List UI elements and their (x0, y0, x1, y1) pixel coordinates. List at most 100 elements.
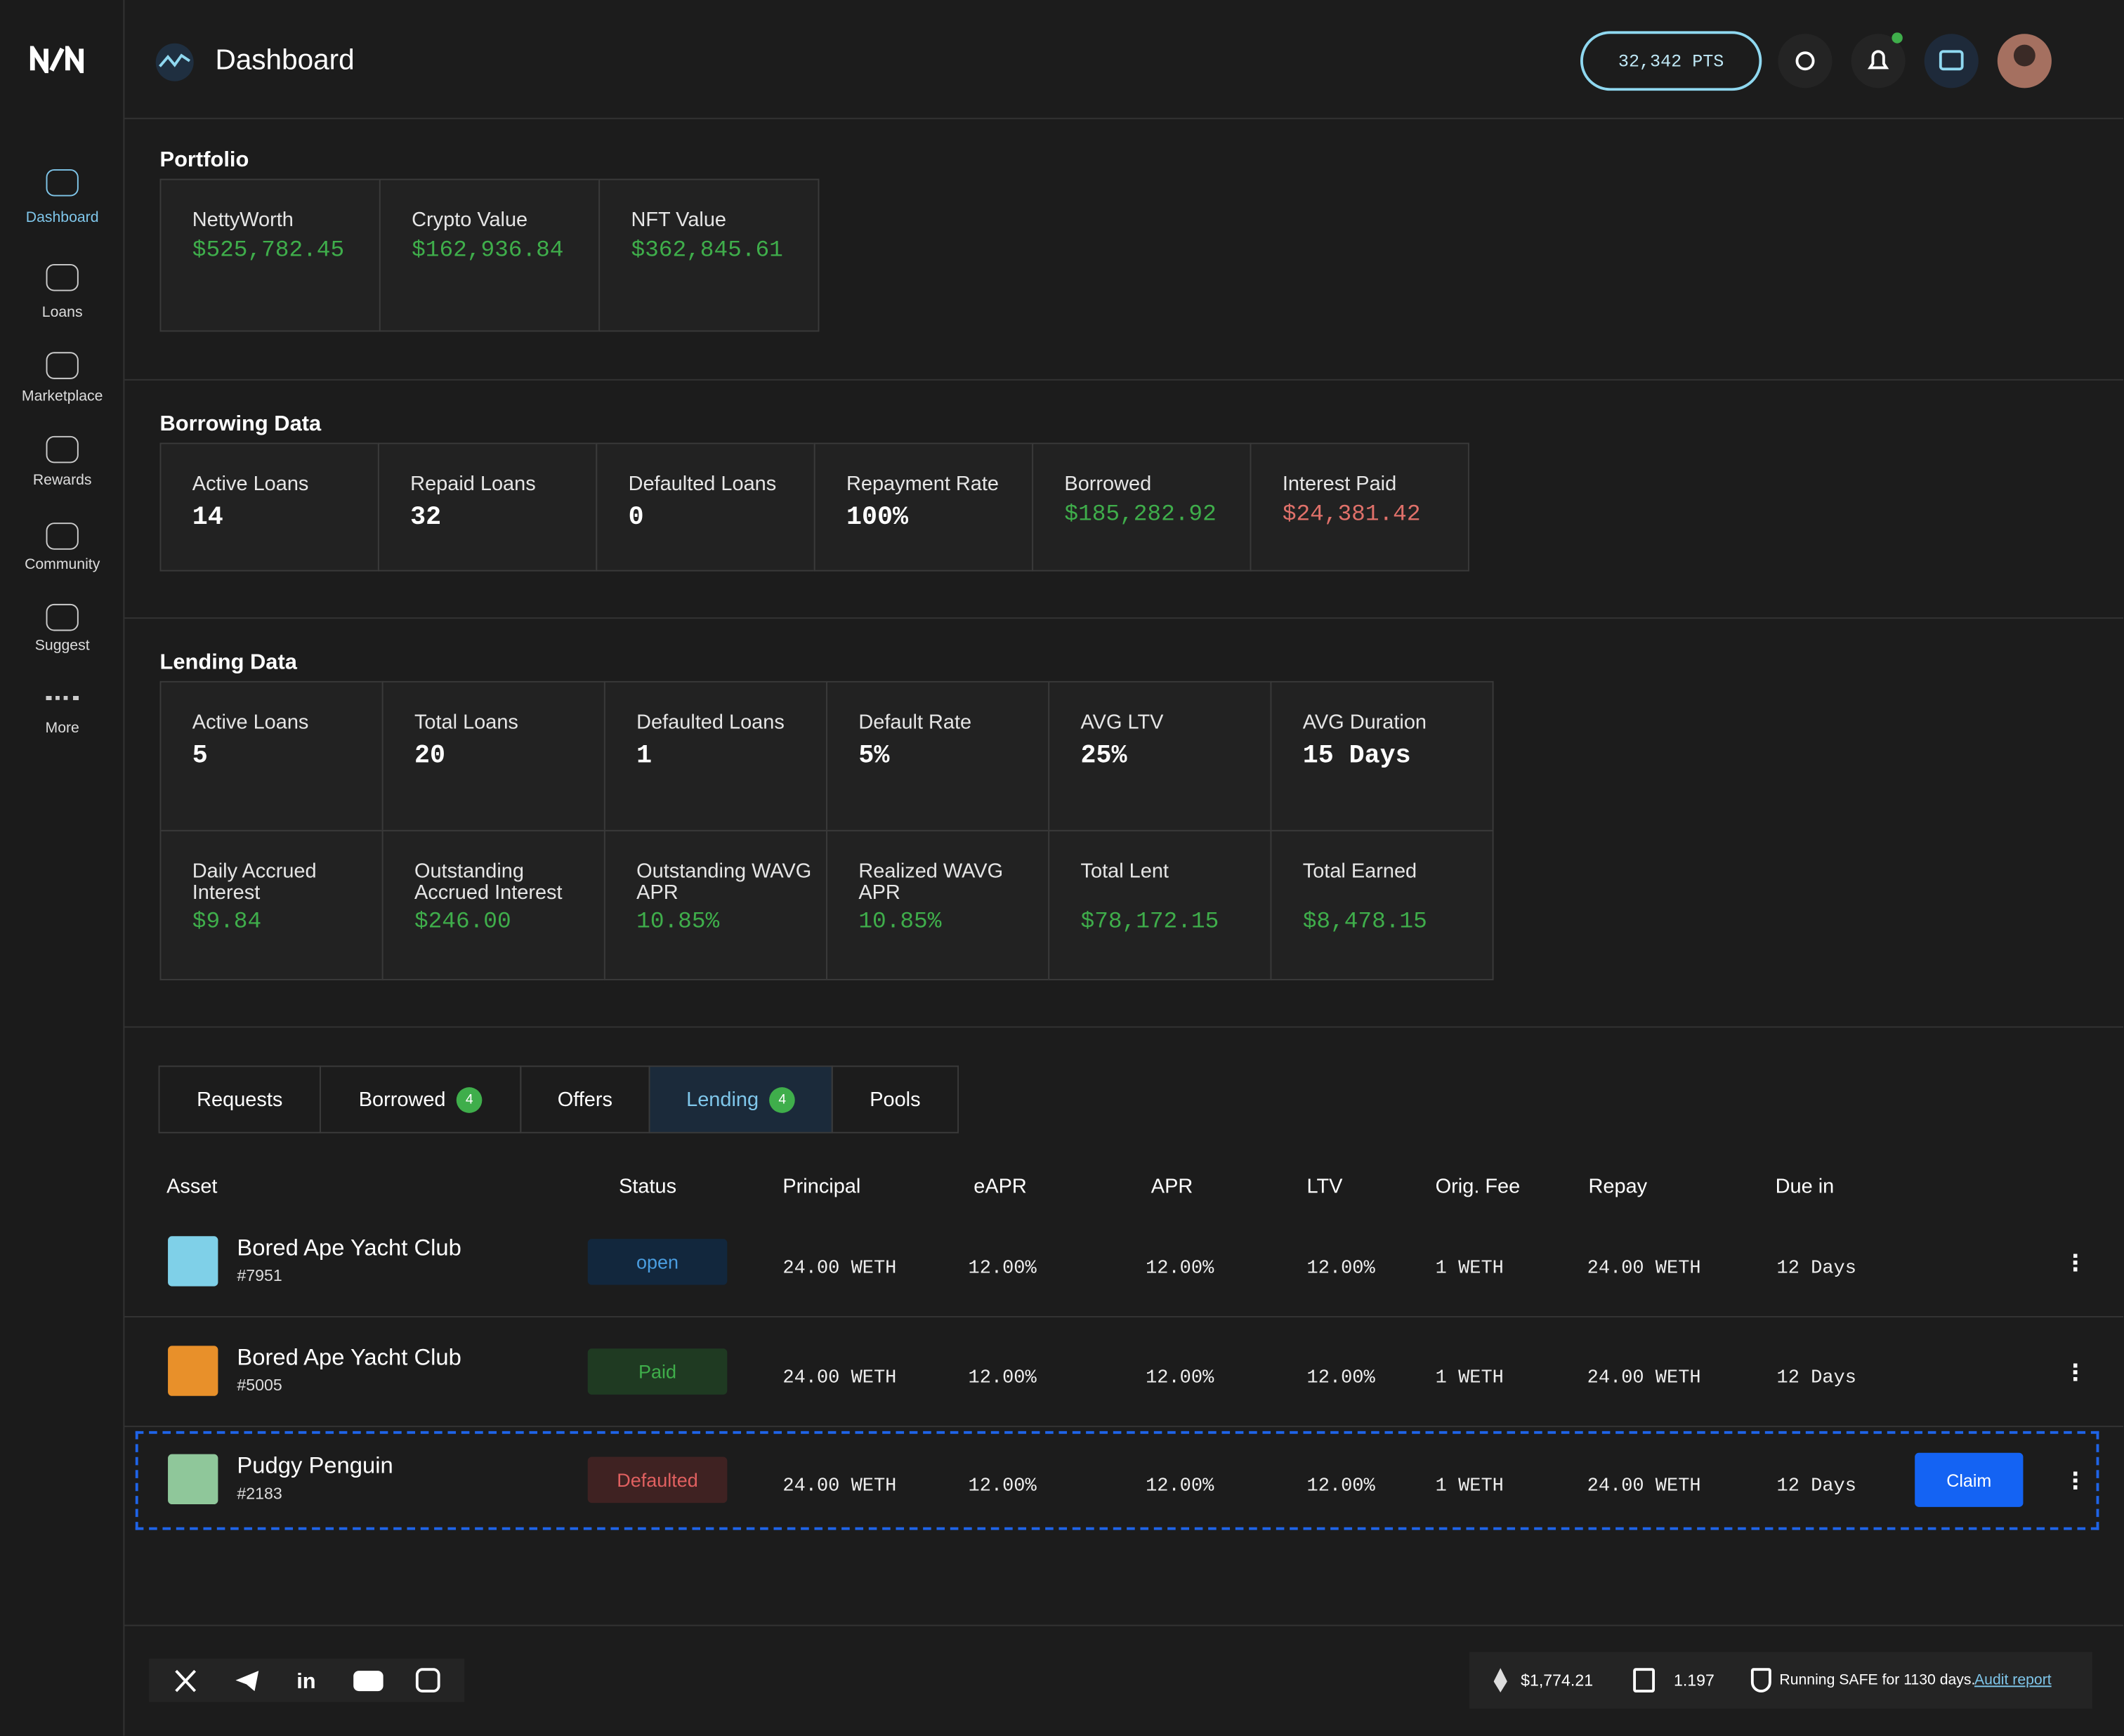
nav-label[interactable]: Rewards (32, 472, 92, 489)
tab-badge: 4 (769, 1086, 796, 1112)
stat-card: Default Rate 5% (826, 680, 1050, 831)
nav-label[interactable]: Community (25, 556, 100, 573)
cell: 1 WETH (1435, 1367, 1504, 1390)
asset-id: #7951 (237, 1265, 282, 1285)
column-header[interactable]: APR (1150, 1175, 1193, 1199)
stat-label: Repayment Rate (846, 472, 999, 496)
nav-icon[interactable] (46, 169, 79, 197)
audit-link[interactable]: Audit report (1974, 1672, 2052, 1689)
stat-card: Repayment Rate 100% (813, 442, 1034, 572)
stat-card: Crypto Value $162,936.84 (379, 178, 601, 332)
safe-text: Running SAFE for 1130 days. (1779, 1672, 1976, 1689)
stat-label: NettyWorth (192, 208, 294, 232)
stat-value: $362,845.61 (631, 238, 783, 264)
stat-value: 100% (846, 502, 908, 532)
social-links: in (149, 1658, 465, 1702)
stat-card: Total Loans 20 (381, 680, 605, 831)
row-menu[interactable] (2073, 1254, 2082, 1272)
stat-label: Active Loans (192, 711, 309, 734)
stat-label: Defaulted Loans (628, 472, 777, 496)
tab-label[interactable]: Offers (557, 1088, 612, 1111)
stat-label: AVG Duration (1302, 711, 1427, 734)
stat-card: Defaulted Loans 1 (603, 680, 828, 831)
tab-label[interactable]: Pools (870, 1088, 921, 1111)
stat-label: Total Lent (1080, 860, 1169, 883)
tab-label[interactable]: Borrowed (358, 1088, 446, 1111)
status-bar: $1,774.21 1.197 Running SAFE for 1130 days… (1469, 1652, 2092, 1709)
nav-icon[interactable] (46, 603, 79, 631)
tab[interactable]: Offers (520, 1065, 650, 1133)
claim-button[interactable]: Claim (1915, 1452, 2024, 1507)
stat-value: 0 (628, 502, 644, 532)
tab-badge: 4 (456, 1086, 483, 1112)
stat-card: AVG Duration 15 Days (1270, 680, 1494, 831)
nav-label[interactable]: Marketplace (21, 388, 103, 405)
stat-card: Defaulted Loans 0 (596, 442, 815, 572)
row-menu[interactable] (2073, 1363, 2082, 1381)
stat-value: 20 (414, 740, 445, 771)
cell: 12.00% (968, 1475, 1037, 1498)
logo (29, 46, 84, 74)
column-header[interactable]: eAPR (973, 1175, 1027, 1199)
social-icons[interactable]: in (149, 1659, 464, 1702)
stat-card: Outstanding Accrued Interest $246.00 (381, 829, 605, 980)
stat-label: Outstanding Accrued Interest (414, 860, 563, 905)
eth-icon (1493, 1668, 1507, 1692)
tab[interactable]: Borrowed 4 (320, 1065, 522, 1133)
stat-value: $24,381.42 (1282, 502, 1421, 528)
cell: 12.00% (968, 1367, 1037, 1390)
stat-value: 5% (858, 740, 890, 771)
nav-label[interactable]: Dashboard (25, 209, 99, 226)
column-header[interactable]: LTV (1306, 1175, 1343, 1199)
cell: 24.00 WETH (1587, 1258, 1701, 1280)
stat-card: NettyWorth $525,782.45 (159, 178, 381, 332)
divider (124, 379, 2124, 381)
tab[interactable]: Pools (831, 1065, 959, 1133)
nav-icon[interactable] (46, 435, 79, 463)
divider (124, 1026, 2124, 1028)
stat-label: Default Rate (858, 711, 972, 734)
stat-value: 5 (192, 740, 208, 771)
section-title: Borrowing Data (159, 413, 322, 436)
nav-label[interactable]: Loans (41, 304, 83, 321)
asset-id: #2183 (237, 1484, 282, 1504)
tab[interactable]: Requests (158, 1065, 321, 1133)
tab[interactable]: Lending 4 (648, 1065, 833, 1133)
asset-id: #5005 (237, 1375, 282, 1395)
row-divider (124, 1426, 2124, 1428)
points-pill[interactable]: 32,342 PTS (1580, 31, 1762, 91)
nav-icon[interactable] (46, 695, 79, 700)
column-header[interactable]: Orig. Fee (1435, 1175, 1521, 1199)
row-menu[interactable] (2073, 1471, 2082, 1490)
nav-icon[interactable] (46, 352, 79, 379)
stat-card: Realized WAVG APR 10.85% (826, 829, 1050, 980)
nav-icon[interactable] (46, 263, 79, 291)
column-header[interactable]: Due in (1775, 1175, 1835, 1199)
stat-label: AVG LTV (1080, 711, 1164, 734)
cell: 12.00% (1146, 1475, 1214, 1498)
column-header[interactable]: Asset (166, 1175, 218, 1199)
cell: 12.00% (1146, 1258, 1214, 1280)
nav-label[interactable]: Suggest (34, 638, 90, 655)
nav-icon[interactable] (46, 522, 79, 550)
svg-text:in: in (296, 1669, 315, 1693)
column-header[interactable]: Status (619, 1175, 677, 1199)
asset-name: Bored Ape Yacht Club (237, 1235, 461, 1261)
tab-label[interactable]: Lending (686, 1088, 759, 1111)
asset-image (168, 1236, 218, 1287)
column-header[interactable]: Principal (782, 1175, 861, 1199)
tab-label[interactable]: Requests (197, 1088, 283, 1111)
stat-label: Crypto Value (412, 208, 528, 232)
section-title: Portfolio (159, 149, 249, 172)
eth-price: $1,774.21 (1521, 1671, 1594, 1690)
nav-label[interactable]: More (45, 720, 79, 737)
column-header[interactable]: Repay (1588, 1175, 1648, 1199)
stat-label: Defaulted Loans (636, 711, 785, 734)
cell: 24.00 WETH (1587, 1475, 1701, 1498)
cell: 24.00 WETH (782, 1367, 897, 1390)
stat-value: 1 (636, 740, 653, 771)
stat-value: $78,172.15 (1080, 909, 1219, 936)
stat-card: Active Loans 5 (159, 680, 383, 831)
stat-card: Outstanding WAVG APR 10.85% (603, 829, 828, 980)
asset-name: Pudgy Penguin (237, 1452, 393, 1479)
